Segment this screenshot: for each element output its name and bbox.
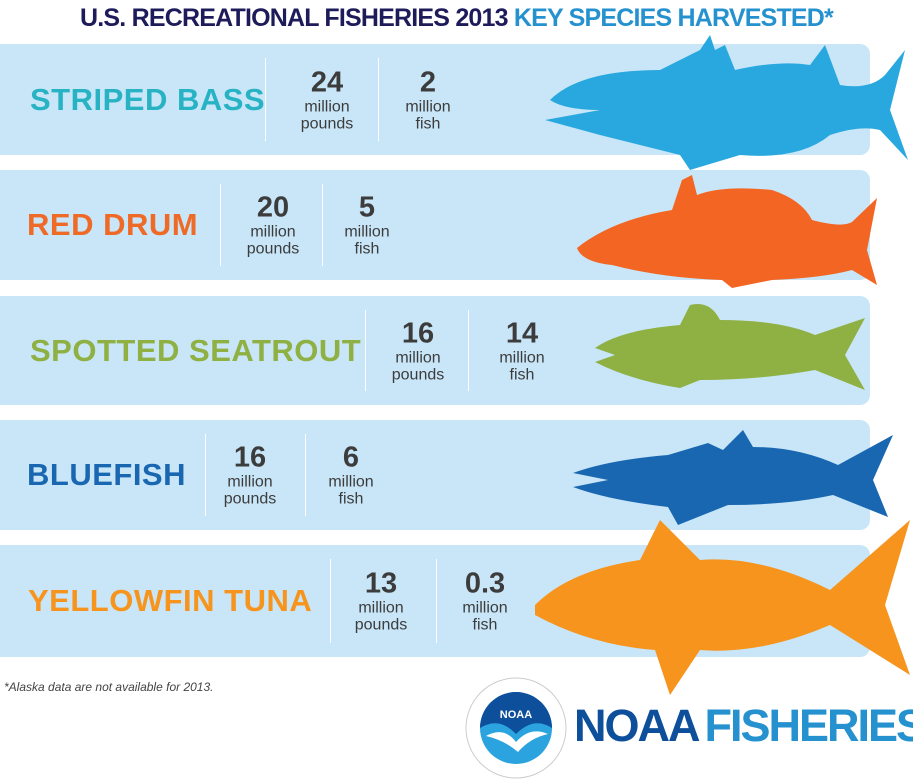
pounds-unit: pounds (223, 490, 277, 508)
divider (365, 310, 366, 391)
pounds-value: 20 (256, 191, 290, 224)
fish-count-value: 5 (358, 191, 376, 224)
noaa-fisheries-wordmark: NOAA FISHERIES (574, 700, 913, 752)
species-name: SPOTTED SEATROUT (30, 332, 362, 368)
noaa-seal-logo: NOAA (465, 677, 567, 779)
divider (305, 434, 306, 516)
pounds-value: 24 (310, 66, 344, 98)
divider (436, 559, 437, 643)
pounds-unit: pounds (300, 115, 354, 132)
footnote: *Alaska data are not available for 2013. (4, 680, 214, 694)
species-name: STRIPED BASS (30, 81, 266, 117)
fish-count-unit: fish (472, 616, 498, 634)
pounds-unit: million (250, 223, 296, 241)
fish-count-stat: 2 million fish (405, 66, 451, 133)
pounds-stat: 16 million pounds (223, 441, 277, 508)
species-name: BLUEFISH (27, 457, 186, 492)
pounds-stat: 20 million pounds (246, 191, 300, 258)
divider (468, 310, 469, 391)
fish-count-value: 14 (505, 317, 539, 349)
fish-count-value: 6 (342, 441, 360, 474)
pounds-unit: million (395, 349, 441, 366)
title-part2: KEY SPECIES HARVESTED* (513, 4, 834, 32)
fish-count-value: 0.3 (464, 567, 506, 600)
fish-silhouette-icon (573, 430, 893, 525)
divider (205, 434, 206, 516)
fish-silhouette-icon (577, 175, 877, 288)
fish-count-unit: million (499, 349, 545, 366)
fish-count-unit: fish (354, 240, 380, 258)
fish-count-stat: 6 million fish (328, 441, 374, 508)
fish-count-unit: million (462, 599, 508, 617)
title-part1: U.S. RECREATIONAL FISHERIES 2013 (80, 4, 509, 32)
divider (265, 58, 266, 141)
brand-noaa: NOAA (574, 700, 700, 751)
brand-fisheries: FISHERIES (704, 700, 913, 751)
fish-count-unit: fish (338, 490, 364, 508)
fish-count-stat: 0.3 million fish (462, 567, 508, 634)
fish-count-unit: fish (415, 115, 441, 132)
pounds-stat: 13 million pounds (354, 567, 408, 634)
page-title: U.S. RECREATIONAL FISHERIES 2013 KEY SPE… (0, 4, 913, 33)
divider (330, 559, 331, 643)
fish-count-unit: million (328, 473, 374, 491)
pounds-stat: 24 million pounds (300, 66, 354, 133)
fish-count-unit: million (405, 98, 451, 115)
pounds-unit: million (358, 599, 404, 617)
fish-count-unit: million (344, 223, 390, 241)
pounds-unit: pounds (354, 616, 408, 634)
fish-count-value: 2 (419, 66, 437, 98)
pounds-value: 16 (233, 441, 267, 474)
species-name: RED DRUM (27, 207, 199, 242)
divider (378, 58, 379, 141)
pounds-unit: pounds (391, 366, 445, 383)
fish-silhouette-icon (535, 520, 910, 695)
divider (220, 184, 221, 266)
fish-silhouette-icon (595, 304, 865, 390)
pounds-stat: 16 million pounds (391, 317, 445, 384)
pounds-value: 16 (401, 317, 435, 349)
fish-count-stat: 14 million fish (499, 317, 545, 384)
species-name: YELLOWFIN TUNA (28, 583, 313, 618)
fish-count-unit: fish (509, 366, 535, 383)
fish-silhouette-icon (545, 35, 908, 170)
fish-count-stat: 5 million fish (344, 191, 390, 258)
svg-text:NOAA: NOAA (500, 709, 532, 721)
pounds-unit: pounds (246, 240, 300, 258)
pounds-unit: million (304, 98, 350, 115)
divider (322, 184, 323, 266)
pounds-unit: million (227, 473, 273, 491)
pounds-value: 13 (364, 567, 398, 600)
